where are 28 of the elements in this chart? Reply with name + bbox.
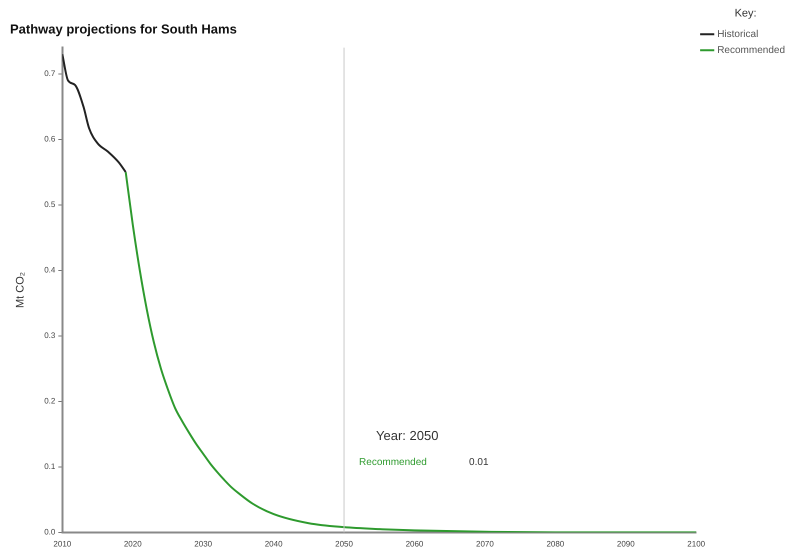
x-tick-label: 2100	[687, 539, 706, 548]
line-series	[62, 53, 127, 174]
y-tick-label: 0.4	[44, 266, 56, 275]
x-tick-label: 2020	[124, 539, 142, 548]
x-tick-label: 2070	[476, 539, 494, 548]
x-tick-label: 2080	[546, 539, 565, 548]
x-tick-label: 2010	[53, 539, 72, 548]
y-tick-label: 0.7	[44, 69, 56, 78]
line-series	[124, 171, 696, 532]
y-tick-label: 0.3	[44, 331, 56, 340]
y-tick-label: 0.6	[44, 134, 56, 144]
x-tick-label: 2030	[194, 539, 213, 548]
y-tick-label: 0.1	[44, 462, 56, 472]
chart-title: Pathway projections for South Hams	[10, 21, 237, 36]
y-tick-label: 0.5	[44, 200, 56, 210]
y-axis-title: Mt CO₂	[14, 272, 27, 308]
y-tick-label: 0.0	[44, 528, 56, 537]
x-tick-label: 2040	[264, 539, 284, 548]
legend-label: Historical	[717, 28, 758, 40]
annotation: Recommended	[359, 457, 427, 468]
y-tick-label: 0.2	[44, 396, 56, 406]
x-tick-label: 2090	[616, 539, 636, 548]
legend-title: Key:	[734, 8, 757, 20]
annotation: Year: 2050	[376, 428, 438, 443]
annotation: 0.01	[469, 457, 489, 468]
x-tick-label: 2060	[406, 539, 424, 548]
legend-label: Recommended	[717, 44, 785, 56]
x-tick-label: 2050	[335, 539, 354, 548]
